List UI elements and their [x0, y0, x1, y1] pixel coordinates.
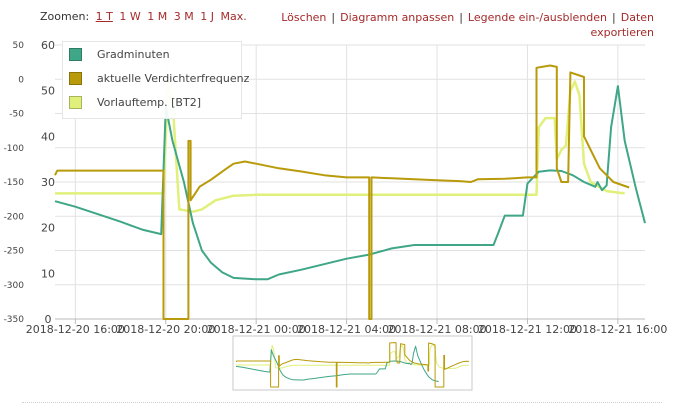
right-axis: 60 50 40 30 20 10 0 [41, 39, 55, 326]
delete-link[interactable]: Löschen [281, 11, 327, 24]
left-tick-label: -300 [4, 281, 25, 291]
right-tick-label: 30 [41, 176, 55, 189]
legend-swatch [69, 95, 82, 109]
zoom-max[interactable]: Max. [220, 10, 247, 23]
zoom-controls: Zoomen: 1 T 1 W 1 M 3 M 1 J Max. [40, 10, 247, 23]
legend-item-vorlauftemp[interactable]: Vorlauftemp. [BT2] [63, 90, 241, 114]
legend-swatch [69, 71, 82, 85]
x-tick-label: 2018-12-21 04:00 [297, 323, 396, 336]
x-tick-label: 2018-12-20 20:00 [116, 323, 215, 336]
left-axis: 50 0 -50 -100 -150 -200 -250 -300 -350 [4, 41, 25, 325]
left-tick-label: -100 [4, 144, 25, 154]
zoom-label: Zoomen: [40, 10, 90, 23]
left-tick-label: -150 [4, 178, 25, 188]
navigator[interactable] [232, 335, 473, 391]
zoom-3-months[interactable]: 3 M [173, 10, 194, 23]
legend-label: Gradminuten [97, 47, 170, 61]
left-tick-label: -200 [4, 212, 25, 222]
toolbar: Zoomen: 1 T 1 W 1 M 3 M 1 J Max. Löschen… [0, 0, 688, 40]
legend-item-gradminuten[interactable]: Gradminuten [63, 42, 241, 66]
right-tick-label: 0 [45, 313, 52, 326]
left-tick-label: 50 [13, 41, 25, 51]
separator: | [612, 11, 616, 24]
left-tick-label: 0 [18, 75, 24, 85]
series-gradminuten-line [54, 85, 646, 281]
zoom-1-year[interactable]: 1 J [200, 10, 214, 23]
series-verdichterfrequenz-line [54, 64, 630, 320]
toggle-legend-link[interactable]: Legende ein-/ausblenden [467, 11, 608, 24]
left-tick-label: -250 [4, 247, 25, 257]
legend-item-verdichterfrequenz[interactable]: aktuelle Verdichterfrequenz [63, 66, 249, 90]
separator: | [459, 11, 463, 24]
left-tick-label: -50 [9, 110, 24, 120]
x-tick-label: 2018-12-21 16:00 [568, 323, 667, 336]
x-tick-label: 2018-12-21 00:00 [207, 323, 306, 336]
left-tick-label: -350 [4, 315, 25, 325]
separator: | [331, 11, 336, 24]
zoom-1-month[interactable]: 1 M [147, 10, 168, 23]
legend: Gradminuten aktuelle Verdichterfrequenz … [62, 41, 249, 119]
navigator-series-verdichterfrequenz-line [235, 342, 470, 388]
x-tick-label: 2018-12-21 08:00 [387, 323, 486, 336]
right-tick-label: 50 [41, 85, 55, 98]
chart-actions: Löschen | Diagramm anpassen | Legende ein-/a… [274, 10, 654, 40]
legend-swatch [69, 47, 82, 61]
adjust-chart-link[interactable]: Diagramm anpassen [340, 11, 455, 24]
zoom-1-week[interactable]: 1 W [119, 10, 141, 23]
right-tick-label: 60 [41, 39, 55, 52]
legend-label: aktuelle Verdichterfrequenz [97, 71, 250, 85]
x-tick-label: 2018-12-21 12:00 [478, 323, 577, 336]
right-tick-label: 40 [41, 130, 55, 143]
divider [22, 402, 662, 403]
x-tick-label: 2018-12-20 16:00 [26, 323, 125, 336]
zoom-1-day[interactable]: 1 T [95, 10, 113, 23]
series [54, 64, 646, 320]
right-tick-label: 10 [41, 267, 55, 280]
right-tick-label: 20 [41, 222, 55, 235]
navigator-series-gradminuten-line [235, 345, 439, 382]
export-data-link[interactable]: Daten exportieren [590, 11, 654, 39]
legend-label: Vorlauftemp. [BT2] [97, 95, 201, 109]
